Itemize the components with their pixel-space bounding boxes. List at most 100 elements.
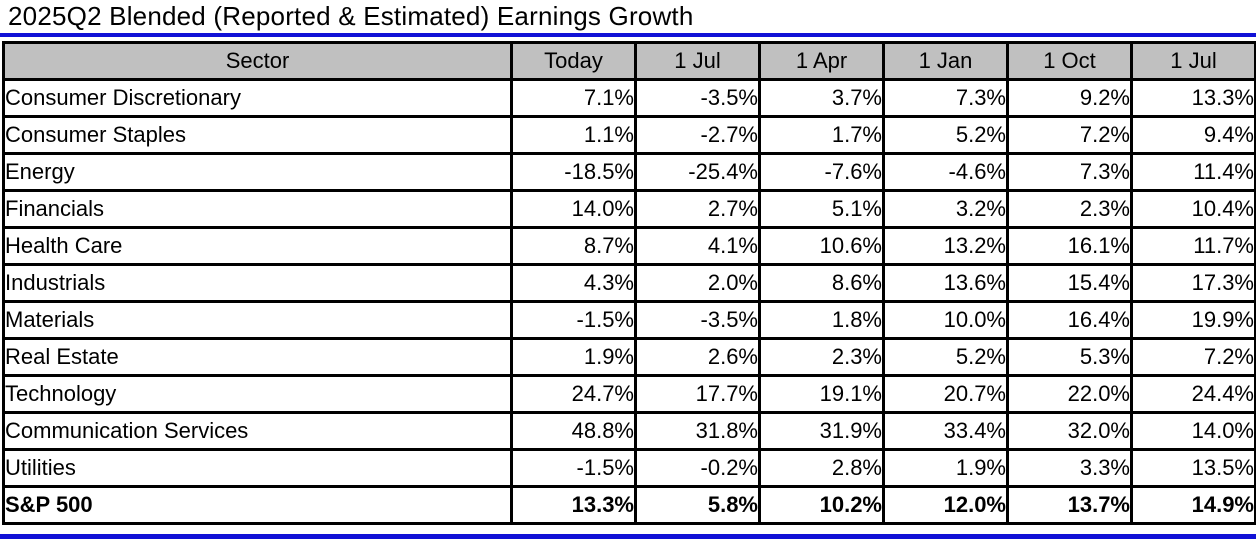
value-cell: 24.4%: [1130, 374, 1256, 414]
value-cell: -25.4%: [634, 152, 761, 192]
sector-name-cell: Utilities: [2, 448, 513, 488]
value-cell: 5.1%: [758, 189, 885, 229]
value-cell: 2.8%: [758, 448, 885, 488]
value-cell: 5.3%: [1006, 337, 1133, 377]
sector-name-cell: Consumer Staples: [2, 115, 513, 155]
value-cell: 15.4%: [1006, 263, 1133, 303]
table-row: Materials -1.5% -3.5% 1.8% 10.0% 16.4% 19.9%: [2, 300, 1256, 340]
column-header-1-jan: 1 Jan: [882, 41, 1009, 81]
value-cell: 5.2%: [882, 115, 1009, 155]
table-row: Consumer Discretionary 7.1% -3.5% 3.7% 7.3% 9…: [2, 78, 1256, 118]
sector-name-cell: Industrials: [2, 263, 513, 303]
value-cell: 13.3%: [1130, 78, 1256, 118]
value-cell: 13.7%: [1006, 485, 1133, 525]
value-cell: -18.5%: [510, 152, 637, 192]
value-cell: 1.7%: [758, 115, 885, 155]
table-row: Utilities -1.5% -0.2% 2.8% 1.9% 3.3% 13.5%: [2, 448, 1256, 488]
value-cell: 14.0%: [510, 189, 637, 229]
value-cell: 20.7%: [882, 374, 1009, 414]
value-cell: 13.2%: [882, 226, 1009, 266]
value-cell: 7.3%: [882, 78, 1009, 118]
value-cell: 16.4%: [1006, 300, 1133, 340]
value-cell: 10.2%: [758, 485, 885, 525]
value-cell: 17.7%: [634, 374, 761, 414]
table-row: Industrials 4.3% 2.0% 8.6% 13.6% 15.4% 17.3%: [2, 263, 1256, 303]
header-row: Sector Today 1 Jul 1 Apr 1 Jan 1 Oct 1 Jul: [2, 41, 1256, 81]
value-cell: 2.7%: [634, 189, 761, 229]
value-cell: 8.6%: [758, 263, 885, 303]
value-cell: 10.0%: [882, 300, 1009, 340]
value-cell: 2.6%: [634, 337, 761, 377]
value-cell: -0.2%: [634, 448, 761, 488]
value-cell: 13.5%: [1130, 448, 1256, 488]
column-header-1-apr: 1 Apr: [758, 41, 885, 81]
column-header-1-jul: 1 Jul: [634, 41, 761, 81]
value-cell: 1.9%: [882, 448, 1009, 488]
sector-name-cell: Communication Services: [2, 411, 513, 451]
column-header-1-jul: 1 Jul: [1130, 41, 1256, 81]
column-header-today: Today: [510, 41, 637, 81]
value-cell: 2.3%: [758, 337, 885, 377]
bottom-rule: [0, 534, 1256, 539]
value-cell: 19.9%: [1130, 300, 1256, 340]
value-cell: 48.8%: [510, 411, 637, 451]
sector-name-cell: Technology: [2, 374, 513, 414]
table-row: Consumer Staples 1.1% -2.7% 1.7% 5.2% 7.2% 9.4…: [2, 115, 1256, 155]
value-cell: 11.4%: [1130, 152, 1256, 192]
value-cell: 22.0%: [1006, 374, 1133, 414]
value-cell: 5.8%: [634, 485, 761, 525]
value-cell: 1.1%: [510, 115, 637, 155]
value-cell: -1.5%: [510, 448, 637, 488]
value-cell: 9.4%: [1130, 115, 1256, 155]
value-cell: 3.3%: [1006, 448, 1133, 488]
value-cell: 14.0%: [1130, 411, 1256, 451]
value-cell: -1.5%: [510, 300, 637, 340]
sector-name-cell: Materials: [2, 300, 513, 340]
earnings-growth-table: Sector Today 1 Jul 1 Apr 1 Jan 1 Oct 1 Jul Con…: [2, 41, 1256, 525]
value-cell: 7.2%: [1006, 115, 1133, 155]
value-cell: 9.2%: [1006, 78, 1133, 118]
value-cell: 11.7%: [1130, 226, 1256, 266]
value-cell: 1.8%: [758, 300, 885, 340]
table-row: Energy -18.5% -25.4% -7.6% -4.6% 7.3% 11.4%: [2, 152, 1256, 192]
value-cell: 33.4%: [882, 411, 1009, 451]
value-cell: 10.6%: [758, 226, 885, 266]
column-header-1-oct: 1 Oct: [1006, 41, 1133, 81]
column-header-sector: Sector: [2, 41, 513, 81]
value-cell: 7.1%: [510, 78, 637, 118]
value-cell: 2.0%: [634, 263, 761, 303]
sector-name-cell: Energy: [2, 152, 513, 192]
value-cell: 24.7%: [510, 374, 637, 414]
value-cell: 4.1%: [634, 226, 761, 266]
value-cell: 5.2%: [882, 337, 1009, 377]
value-cell: 8.7%: [510, 226, 637, 266]
value-cell: 31.9%: [758, 411, 885, 451]
title-underline-rule: [0, 33, 1256, 37]
value-cell: -4.6%: [882, 152, 1009, 192]
value-cell: 13.3%: [510, 485, 637, 525]
value-cell: 31.8%: [634, 411, 761, 451]
table-header: Sector Today 1 Jul 1 Apr 1 Jan 1 Oct 1 Jul: [2, 41, 1256, 81]
sector-name-cell: Consumer Discretionary: [2, 78, 513, 118]
value-cell: 3.2%: [882, 189, 1009, 229]
value-cell: -3.5%: [634, 78, 761, 118]
table-row: S&P 500 13.3% 5.8% 10.2% 12.0% 13.7% 14.9%: [2, 485, 1256, 525]
value-cell: 2.3%: [1006, 189, 1133, 229]
value-cell: -3.5%: [634, 300, 761, 340]
value-cell: 3.7%: [758, 78, 885, 118]
value-cell: 14.9%: [1130, 485, 1256, 525]
sector-name-cell: Financials: [2, 189, 513, 229]
value-cell: -7.6%: [758, 152, 885, 192]
value-cell: -2.7%: [634, 115, 761, 155]
value-cell: 1.9%: [510, 337, 637, 377]
sector-name-cell: S&P 500: [2, 485, 513, 525]
value-cell: 13.6%: [882, 263, 1009, 303]
sector-name-cell: Health Care: [2, 226, 513, 266]
value-cell: 7.3%: [1006, 152, 1133, 192]
sector-name-cell: Real Estate: [2, 337, 513, 377]
value-cell: 32.0%: [1006, 411, 1133, 451]
value-cell: 10.4%: [1130, 189, 1256, 229]
value-cell: 19.1%: [758, 374, 885, 414]
value-cell: 7.2%: [1130, 337, 1256, 377]
